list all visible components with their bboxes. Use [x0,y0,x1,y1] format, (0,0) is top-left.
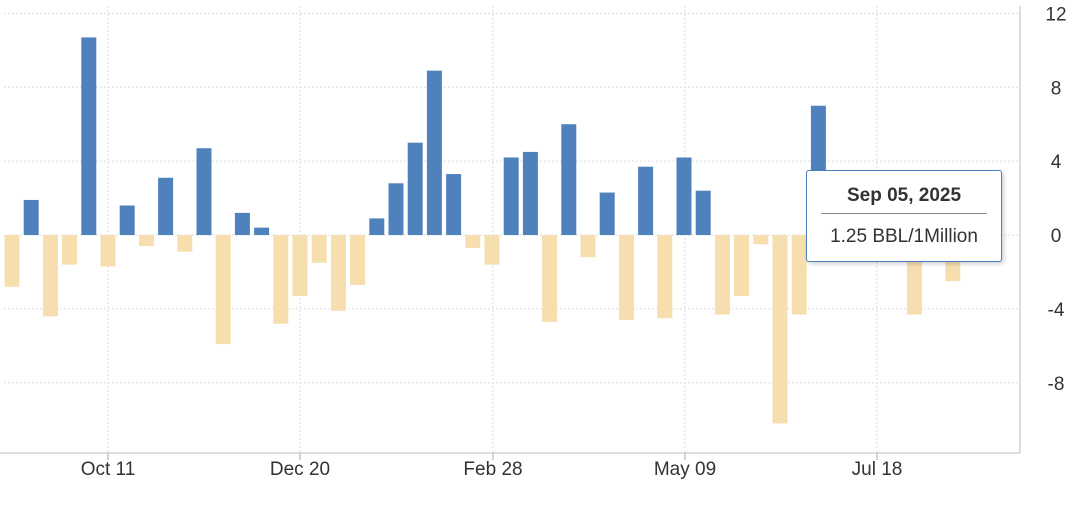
x-tick-label: May 09 [654,459,716,480]
bar[interactable] [81,37,97,236]
y-tick-label: 4 [1051,152,1062,173]
y-axis-labels: 12 8 4 0 -4 -8 [1045,4,1066,394]
bar[interactable] [446,174,462,236]
bar[interactable] [657,235,673,319]
bar[interactable] [273,235,289,324]
bar[interactable] [350,235,366,285]
bar[interactable] [42,235,58,317]
bar[interactable] [465,235,481,248]
bar[interactable] [791,235,807,315]
bar[interactable] [426,70,442,236]
y-tick-label: 0 [1051,226,1062,247]
bar[interactable] [369,218,385,236]
tooltip-value: 1.25 BBL/1Million [830,226,978,247]
y-tick-label: -4 [1048,300,1065,321]
bar[interactable] [772,235,788,424]
bar[interactable] [254,227,270,236]
bar[interactable] [580,235,596,258]
bar[interactable] [618,235,634,321]
bar[interactable] [695,190,711,236]
bar[interactable] [330,235,346,311]
x-axis-labels: Oct 11 Dec 20 Feb 28 May 09 Jul 18 [81,459,903,480]
bar[interactable] [503,157,519,236]
bar[interactable] [100,235,116,267]
bar[interactable] [311,235,327,263]
bar[interactable] [62,235,78,265]
y-tick-label: -8 [1048,374,1065,395]
x-tick-label: Feb 28 [463,459,522,480]
axes [0,6,1021,454]
bar[interactable] [676,157,692,236]
bar[interactable] [119,205,135,236]
bar[interactable] [177,235,193,252]
bar[interactable] [215,235,231,345]
bar[interactable] [561,124,577,236]
bar[interactable] [522,151,538,236]
x-tick-label: Dec 20 [270,459,330,480]
bar[interactable] [158,177,174,236]
y-tick-label: 8 [1051,78,1062,99]
x-tick-label: Jul 18 [852,459,903,480]
bar[interactable] [138,235,154,247]
tooltip-divider [821,213,987,214]
x-tick-label: Oct 11 [81,459,136,480]
bar[interactable] [407,142,423,236]
bar[interactable] [196,148,212,236]
bar[interactable] [599,192,615,236]
bar[interactable] [292,235,308,296]
bar[interactable] [388,183,404,236]
bar[interactable] [484,235,500,265]
bar[interactable] [714,235,730,315]
bar[interactable] [753,235,769,245]
y-tick-label: 12 [1045,4,1066,25]
bar[interactable] [23,199,39,236]
tooltip-date: Sep 05, 2025 [846,185,962,206]
bar[interactable] [4,235,20,287]
tooltip: Sep 05, 2025 1.25 BBL/1Million [806,170,1002,262]
bar[interactable] [638,166,654,236]
bar[interactable] [542,235,558,322]
bar[interactable] [734,235,750,296]
bar[interactable] [234,212,250,236]
